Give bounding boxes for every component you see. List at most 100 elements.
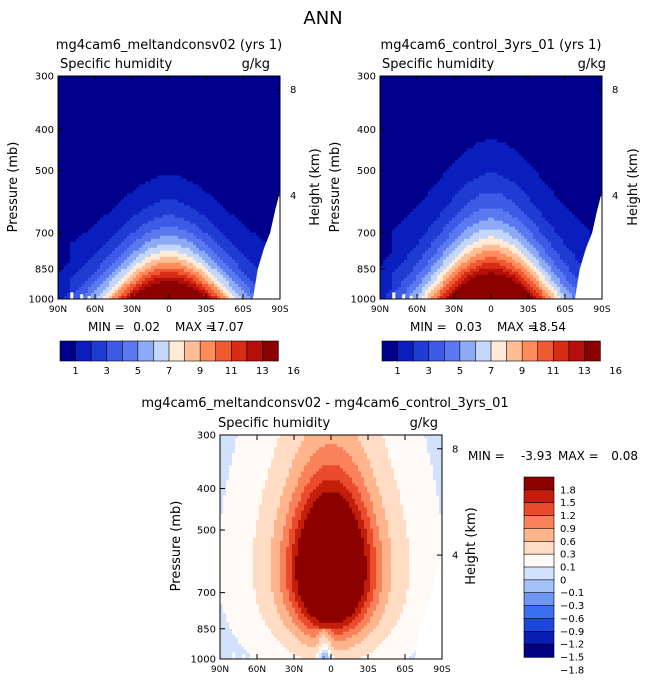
field-cell (331, 652, 368, 657)
field-cell (446, 295, 450, 299)
field-cell (406, 522, 442, 527)
field-cell (220, 619, 227, 624)
field-cell (461, 274, 468, 279)
field-cell (217, 286, 221, 291)
field-cell (458, 277, 465, 282)
field-cell (196, 280, 203, 285)
field-cell (355, 607, 362, 612)
field-cell (449, 262, 456, 267)
field-cell (382, 495, 401, 500)
field-cell (370, 574, 377, 578)
field-cell (316, 643, 323, 648)
field-cell (112, 277, 122, 282)
field-cell (283, 619, 293, 624)
field-cell (289, 540, 296, 545)
field-cell (295, 528, 302, 533)
field-cell (364, 616, 371, 621)
field-cell (413, 289, 423, 294)
field-cell (443, 172, 486, 177)
field-cell (536, 295, 543, 299)
field-cell (367, 489, 380, 494)
field-cell (223, 607, 260, 612)
field-cell (304, 468, 320, 472)
field-cell (265, 619, 284, 624)
field-cell (58, 106, 280, 110)
field-cell (271, 628, 290, 633)
field-cell (280, 577, 287, 581)
field-cell (361, 492, 371, 497)
field-cell (100, 217, 131, 222)
field-cell (58, 157, 280, 161)
field-cell (443, 226, 456, 231)
field-cell (409, 577, 442, 581)
field-cell (391, 459, 431, 463)
field-cell (518, 286, 525, 291)
field-cell (109, 283, 116, 288)
field-cell (533, 220, 549, 225)
field-cell (379, 489, 401, 494)
field-cell (301, 516, 308, 521)
field-cell (253, 543, 272, 548)
field-cell (455, 247, 465, 252)
field-cell (406, 519, 442, 524)
panel-diff-colorbar-label: −0.9 (560, 627, 584, 638)
field-cell (277, 516, 287, 521)
field-cell (112, 235, 128, 240)
field-cell (563, 241, 591, 246)
field-cell (358, 631, 371, 636)
field-cell (298, 537, 365, 542)
field-cell (473, 232, 510, 237)
field-cell (518, 271, 525, 276)
field-cell (404, 277, 417, 282)
field-cell (440, 214, 456, 219)
field-cell (58, 292, 68, 297)
field-cell (557, 232, 591, 237)
field-cell (361, 610, 368, 615)
panel-right-colorbar-swatch (506, 340, 523, 362)
field-cell (217, 199, 280, 204)
field-cell (274, 601, 284, 606)
field-cell (379, 525, 389, 530)
field-cell (572, 211, 602, 216)
field-cell (97, 277, 107, 282)
panel-diff-colorbar-swatch (523, 489, 555, 504)
field-cell (536, 238, 549, 243)
panel-diff-colorbar-label: 0.1 (560, 563, 576, 574)
field-cell (431, 241, 444, 246)
field-cell (202, 262, 209, 267)
field-cell (422, 295, 429, 299)
field-cell (494, 217, 519, 222)
field-cell (271, 559, 281, 563)
field-cell (109, 274, 116, 279)
field-cell (391, 565, 410, 569)
field-cell (373, 595, 380, 600)
field-cell (307, 516, 356, 521)
field-cell (503, 268, 513, 273)
field-cell (226, 271, 236, 276)
field-cell (515, 244, 525, 249)
field-cell (367, 610, 374, 615)
field-cell (289, 501, 299, 506)
field-cell (422, 253, 435, 258)
field-cell (220, 256, 233, 261)
field-cell (73, 274, 92, 279)
field-cell (292, 559, 296, 563)
field-cell (380, 154, 462, 158)
field-cell (361, 513, 368, 518)
field-cell (274, 447, 299, 451)
field-cell (286, 513, 296, 518)
field-cell (376, 625, 395, 630)
field-cell (220, 516, 260, 521)
field-cell (220, 459, 233, 463)
field-cell (355, 483, 365, 488)
field-cell (304, 613, 311, 618)
field-cell (160, 256, 179, 261)
field-cell (91, 256, 107, 261)
field-cell (367, 607, 377, 612)
field-cell (196, 274, 203, 279)
field-cell (235, 259, 251, 264)
field-cell (376, 553, 383, 557)
field-cell (380, 166, 450, 171)
field-cell (485, 139, 498, 143)
field-cell (554, 193, 602, 198)
